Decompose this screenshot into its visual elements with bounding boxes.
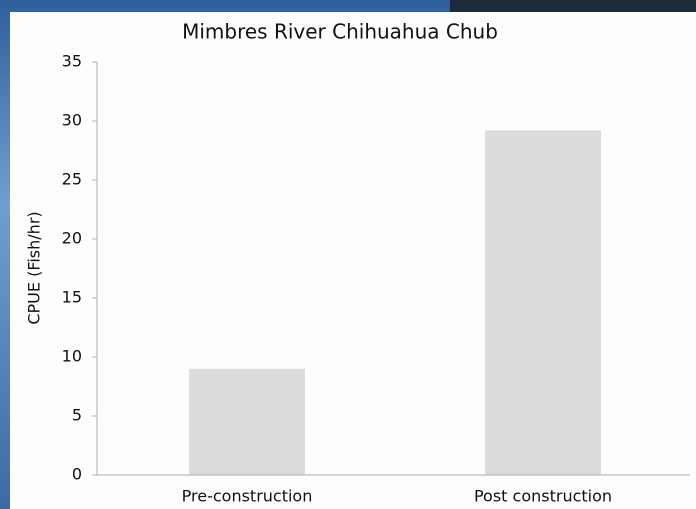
y-tick-label: 20 [62, 229, 82, 248]
y-tick-label: 5 [72, 406, 82, 425]
chart: Mimbres River Chihuahua Chub CPUE (Fish/… [0, 0, 696, 509]
bar [485, 130, 601, 475]
page: {"chart_data": {"type": "bar", "title": … [0, 0, 696, 509]
y-tick-label: 30 [62, 111, 82, 130]
y-tick-label: 15 [62, 288, 82, 307]
photo-strip [450, 0, 696, 14]
y-tick-label: 0 [72, 465, 82, 484]
y-tick-label: 25 [62, 170, 82, 189]
y-tick-label: 10 [62, 347, 82, 366]
chart-title: Mimbres River Chihuahua Chub [182, 20, 498, 44]
y-tick-label: 35 [62, 52, 82, 71]
x-tick-label: Post construction [474, 487, 612, 506]
bar [189, 369, 305, 475]
x-tick-label: Pre-construction [182, 487, 313, 506]
y-axis-label: CPUE (Fish/hr) [25, 211, 44, 324]
